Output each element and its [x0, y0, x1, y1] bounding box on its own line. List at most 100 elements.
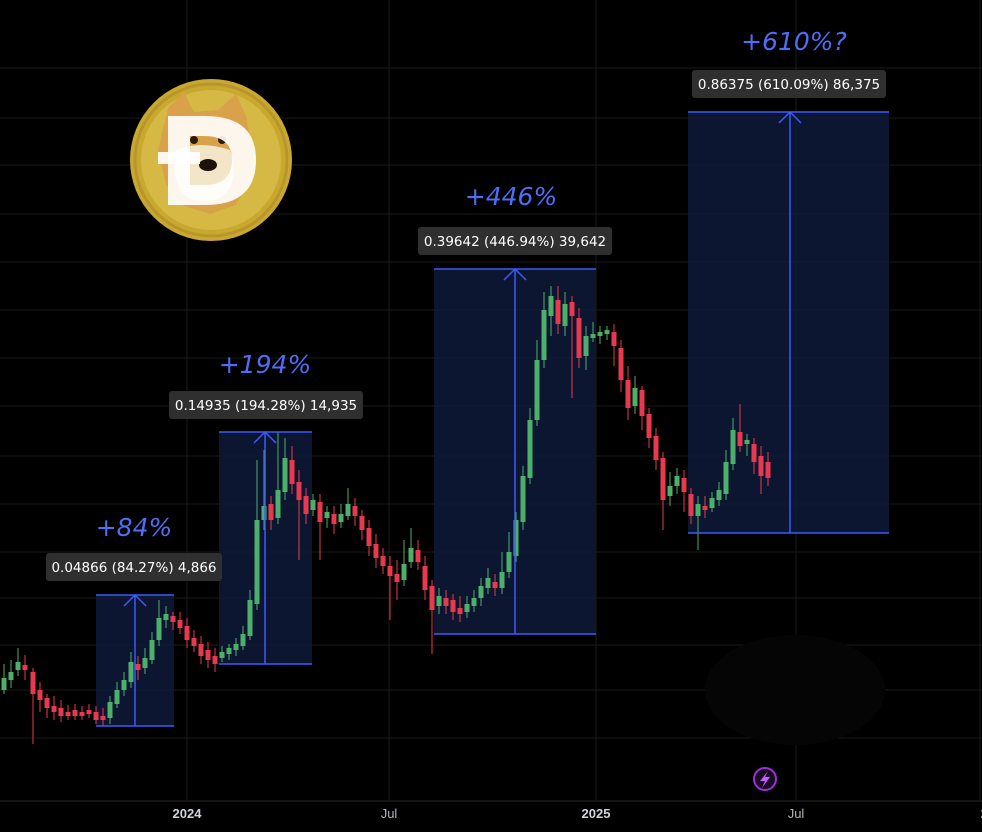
candle-body	[30, 672, 36, 694]
candle-body	[569, 302, 575, 316]
candle	[688, 488, 694, 524]
candle	[198, 636, 204, 664]
candle	[716, 482, 722, 506]
candle	[695, 496, 701, 550]
candle	[303, 488, 309, 524]
candle-body	[205, 650, 211, 660]
candle-body	[751, 444, 757, 462]
candle-body	[625, 380, 631, 408]
candle	[156, 600, 162, 646]
candle	[394, 560, 400, 600]
candle-body	[142, 658, 148, 668]
measure-box[interactable]	[688, 112, 889, 533]
candle-body	[366, 528, 372, 546]
candle	[583, 326, 589, 370]
candle	[625, 366, 631, 420]
candle-body	[15, 662, 21, 670]
x-tick-label: Jul	[381, 806, 398, 821]
candle-body	[674, 476, 680, 486]
candle-body	[716, 490, 722, 500]
candle-body	[688, 494, 694, 516]
candle	[79, 706, 85, 720]
candle	[212, 648, 218, 672]
candle-body	[618, 348, 624, 380]
measure-value-label: 0.39642 (446.94%) 39,642	[424, 234, 606, 250]
candle-body	[611, 332, 617, 346]
candle-body	[443, 598, 449, 606]
candle	[653, 428, 659, 470]
candle	[758, 446, 764, 494]
candle-body	[485, 578, 491, 588]
measure-pct-label: +446%	[465, 182, 557, 211]
candle-body	[65, 712, 71, 716]
candle	[170, 612, 176, 630]
candle-body	[758, 456, 764, 476]
lightning-icon[interactable]	[753, 767, 777, 791]
candle	[233, 638, 239, 656]
candle	[44, 694, 50, 718]
candle	[345, 488, 351, 520]
candle-body	[478, 586, 484, 598]
candle	[72, 704, 78, 720]
candle-body	[268, 504, 274, 520]
candle	[401, 540, 407, 586]
candle-body	[282, 458, 288, 492]
candle	[639, 386, 645, 430]
measure-labels: 0.04866 (84.27%) 4,866 +84% 0.14935 (194.2…	[46, 27, 886, 581]
candle	[408, 528, 414, 568]
candle-body	[709, 498, 715, 508]
candle	[562, 292, 568, 336]
measure-arrow-head	[253, 430, 277, 444]
measure-pct-label: +610%?	[741, 27, 847, 56]
candle-body	[93, 712, 99, 720]
candle	[8, 660, 14, 688]
candle	[492, 574, 498, 596]
measure-value-label: 0.04866 (84.27%) 4,866	[51, 560, 216, 576]
candle-body	[604, 330, 610, 334]
candle-body	[317, 502, 323, 522]
candle-body	[450, 600, 456, 612]
candle-body	[499, 572, 505, 588]
candle	[366, 520, 372, 556]
measure-value-box	[418, 227, 612, 255]
candle	[30, 668, 36, 744]
measure-arrow-head	[123, 593, 147, 607]
candle	[555, 286, 561, 334]
candle-body	[632, 388, 638, 406]
candle-body	[660, 458, 666, 500]
x-tick-label: 2	[980, 806, 982, 821]
candle-body	[562, 304, 568, 326]
candle-body	[401, 564, 407, 580]
candle	[86, 704, 92, 718]
candle	[373, 534, 379, 568]
x-tick-label: 2024	[173, 806, 203, 821]
candle	[128, 652, 134, 688]
candle-body	[422, 566, 428, 590]
candle-body	[667, 486, 673, 496]
candle-body	[107, 702, 113, 718]
candle-body	[597, 332, 603, 336]
candles	[1, 286, 771, 744]
candle	[506, 532, 512, 578]
candle-body	[219, 652, 225, 658]
candle	[282, 438, 288, 500]
candle	[443, 590, 449, 614]
measure-value-box	[692, 70, 886, 98]
candle	[324, 506, 330, 528]
x-tick-label: 2025	[582, 806, 611, 821]
candle	[191, 630, 197, 652]
candle	[471, 590, 477, 612]
candle-body	[1, 678, 7, 690]
candle	[100, 708, 106, 726]
candle	[569, 296, 575, 398]
candle-body	[457, 608, 463, 614]
candle-body	[506, 552, 512, 572]
candle-body	[429, 586, 435, 610]
candle-body	[163, 614, 169, 620]
candle	[135, 656, 141, 680]
candle	[744, 434, 750, 456]
candle-body	[415, 550, 421, 562]
candle-body	[156, 618, 162, 640]
candle	[590, 322, 596, 342]
